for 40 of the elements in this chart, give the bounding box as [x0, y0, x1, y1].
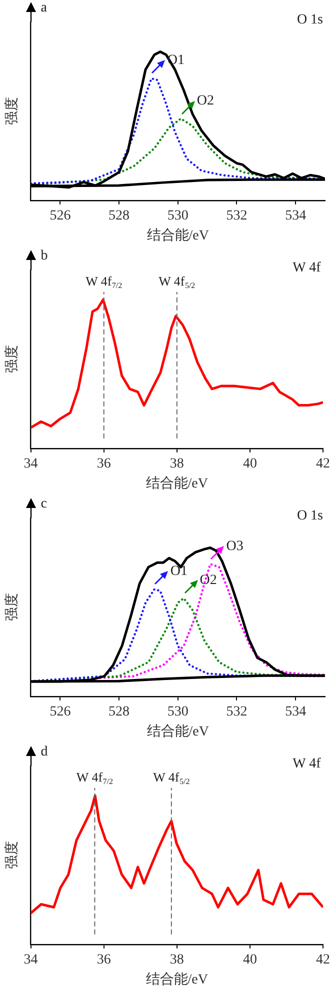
text: b	[40, 248, 48, 264]
text: a	[40, 0, 48, 16]
chart-title: W 4f	[292, 260, 322, 276]
x-tick-label: 34	[24, 456, 38, 472]
text: d	[40, 744, 48, 760]
annotation: O2	[196, 93, 214, 108]
x-tick-label: 36	[96, 456, 111, 472]
x-tick-label: 528	[108, 704, 130, 720]
x-axis-title: 结合能/eV	[146, 227, 210, 244]
x-tick-label: 530	[167, 704, 188, 720]
x-tick-label: 528	[108, 208, 130, 224]
x-tick-label: 36	[96, 952, 111, 968]
x-tick-label: 38	[170, 456, 184, 472]
x-tick-label: 42	[316, 952, 330, 968]
x-tick-label: 526	[50, 704, 71, 720]
x-tick-label: 532	[226, 208, 248, 224]
text: c	[40, 496, 48, 512]
y-axis-title: 强度	[4, 97, 20, 126]
annotation: O1	[170, 564, 188, 580]
y-axis-title: 强度	[4, 841, 20, 870]
x-tick-label: 42	[316, 456, 330, 472]
chart-title: O 1s	[296, 508, 324, 524]
x-tick-label: 534	[285, 208, 306, 224]
x-tick-label: 530	[167, 208, 188, 224]
x-tick-label: 40	[242, 456, 257, 472]
x-tick-label: 40	[242, 952, 257, 968]
annotation: O2	[200, 572, 217, 588]
x-axis-title: 结合能/eV	[146, 971, 208, 988]
annotation: O3	[226, 538, 244, 554]
y-axis-title: 强度	[4, 345, 20, 374]
y-axis-title: 强度	[4, 593, 20, 622]
chart-title: O 1s	[296, 12, 324, 28]
x-tick-label: 38	[170, 952, 184, 968]
x-tick-label: 534	[285, 704, 306, 720]
x-tick-label: 526	[50, 208, 71, 224]
x-axis-title: 结合能/eV	[146, 723, 210, 740]
x-tick-label: 532	[226, 704, 248, 720]
x-axis-title: 结合能/eV	[146, 475, 208, 492]
x-tick-label: 34	[24, 952, 38, 968]
chart-title: W 4f	[292, 756, 322, 772]
